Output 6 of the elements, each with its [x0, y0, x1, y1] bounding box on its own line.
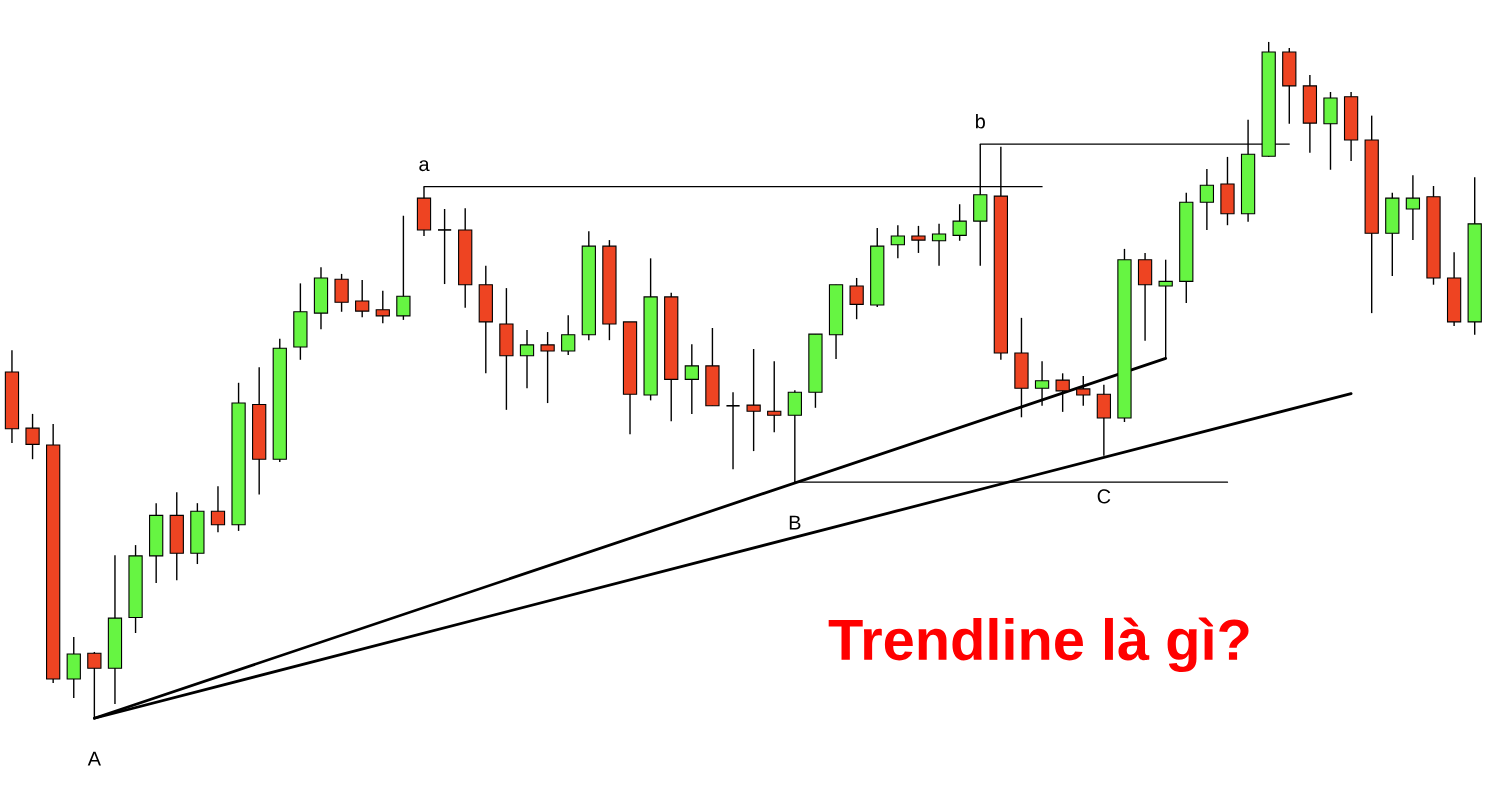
- annotation: b: [975, 113, 985, 129]
- annotation: C: [1097, 489, 1111, 504]
- annotation: A: [87, 751, 101, 766]
- text: Trendline là gì?: [828, 617, 1249, 673]
- annotation: B: [789, 515, 801, 530]
- annotation: a: [419, 160, 430, 172]
